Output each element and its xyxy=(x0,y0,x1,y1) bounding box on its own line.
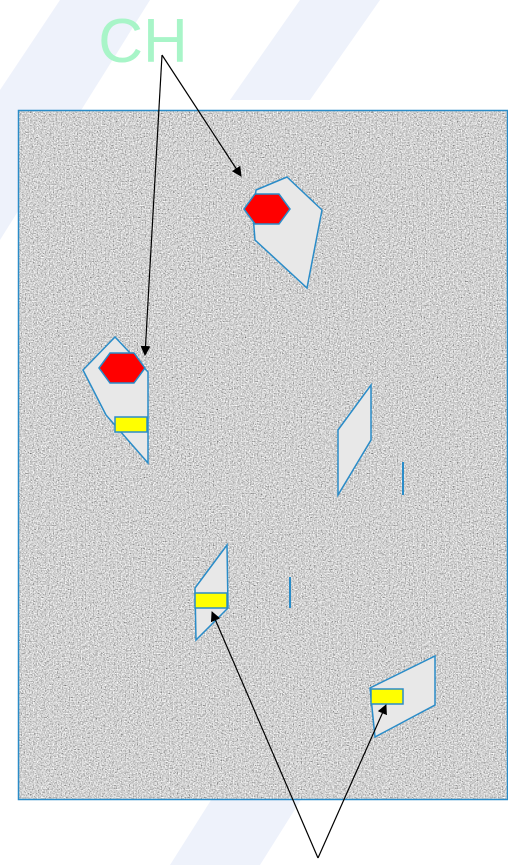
hexagon xyxy=(244,194,290,224)
ch-label: CH xyxy=(98,7,188,76)
diagram: CH xyxy=(0,0,508,865)
tag xyxy=(195,593,227,608)
tag xyxy=(371,689,403,704)
tag xyxy=(115,417,147,432)
hexagon xyxy=(99,353,145,383)
